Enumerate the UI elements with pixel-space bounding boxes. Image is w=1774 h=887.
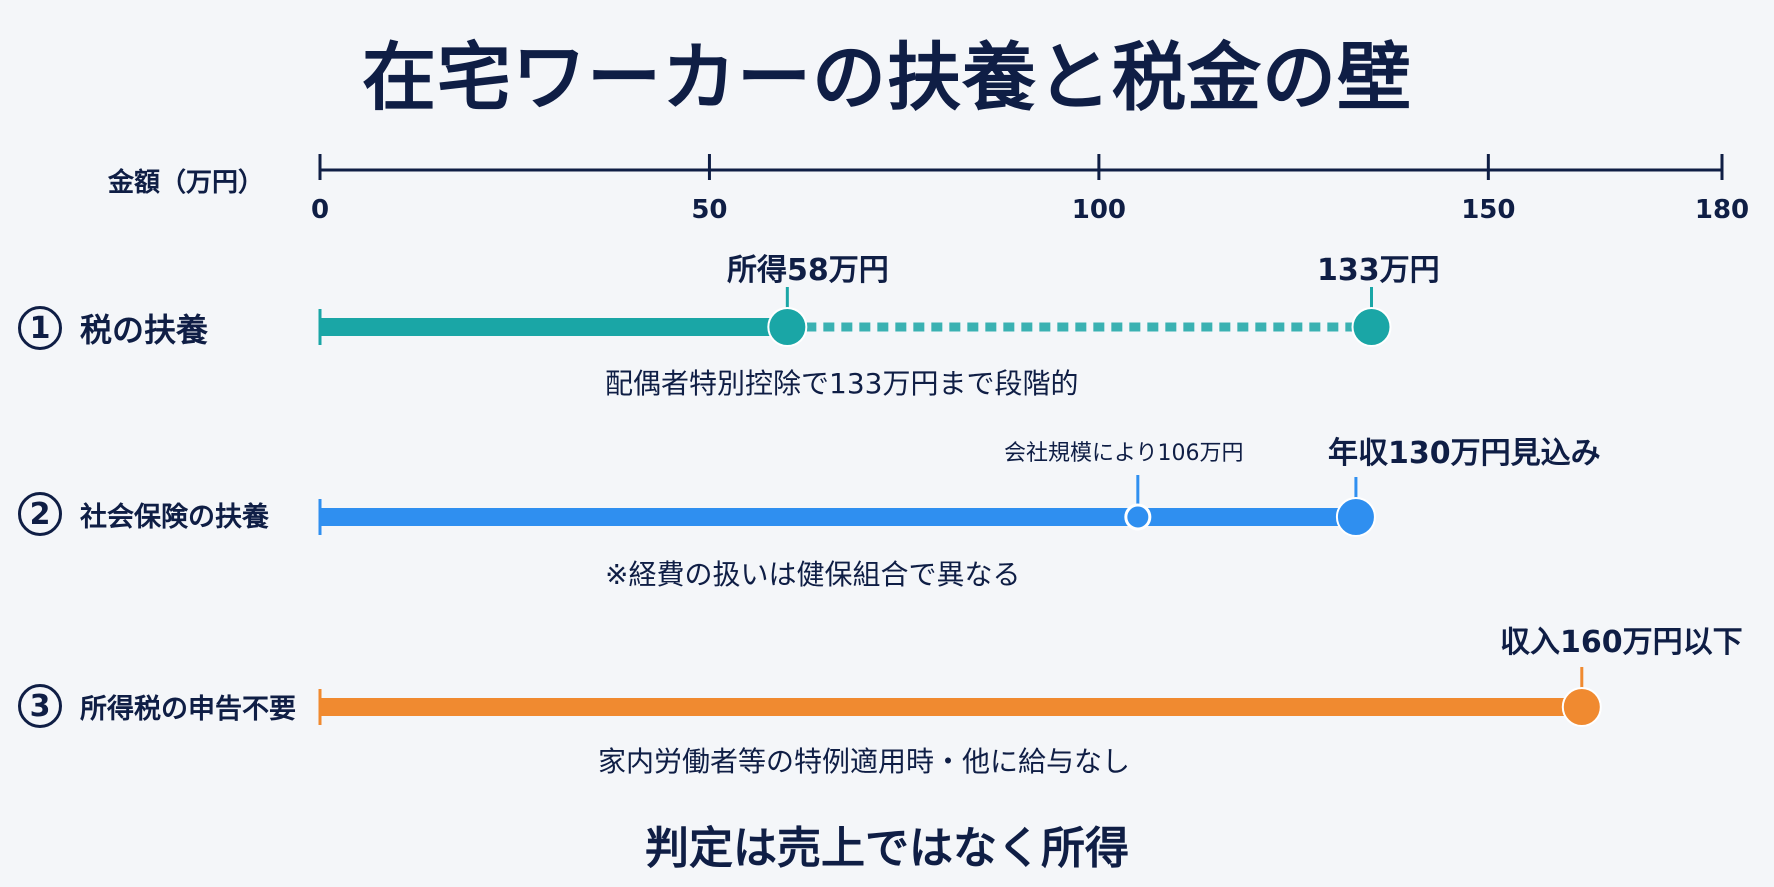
marker-dot (767, 307, 808, 347)
row-2-marker-1-label: 会社規模により106万円 (1004, 441, 1244, 466)
marker-dot (1561, 687, 1602, 727)
axis-title: 金額（万円） (108, 168, 265, 198)
axis-tick-label: 50 (691, 195, 727, 225)
row-2-marker-2-label: 年収130万円見込み (1328, 436, 1601, 471)
marker-dot (1335, 497, 1376, 537)
page-title: 在宅ワーカーの扶養と税金の壁 (362, 35, 1412, 121)
footer-conclusion: 判定は売上ではなく所得 (645, 823, 1129, 874)
marker-dot (1124, 503, 1152, 531)
row-1-label: 1 税の扶養 (18, 305, 208, 351)
row-1-title: 税の扶養 (80, 311, 209, 349)
row-2-note: ※経費の扱いは健保組合で異なる (605, 558, 1021, 591)
row-2-label: 2 社会保険の扶養 (18, 492, 269, 536)
axis-tick-label: 150 (1461, 195, 1515, 225)
axis-tick-label: 180 (1695, 195, 1749, 225)
marker-dot (1351, 307, 1392, 347)
row-3-label: 3 所得税の申告不要 (18, 684, 296, 728)
row-3-number-badge: 3 (18, 684, 62, 728)
row-1-marker-1-label: 所得58万円 (727, 253, 889, 288)
row-2-number-badge: 2 (18, 492, 62, 536)
row-1-number-badge: 1 (18, 306, 62, 350)
row-3-note: 家内労働者等の特例適用時・他に給与なし (598, 745, 1131, 778)
row-1-note: 配偶者特別控除で133万円まで段階的 (605, 367, 1079, 400)
row-1-marker-2-label: 133万円 (1317, 253, 1440, 288)
row-3-title: 所得税の申告不要 (80, 693, 296, 725)
row-3-marker-1-label: 収入160万円以下 (1500, 625, 1743, 660)
axis-tick-label: 100 (1072, 195, 1126, 225)
row-2-title: 社会保険の扶養 (80, 501, 269, 533)
axis-tick-label: 0 (311, 195, 329, 225)
